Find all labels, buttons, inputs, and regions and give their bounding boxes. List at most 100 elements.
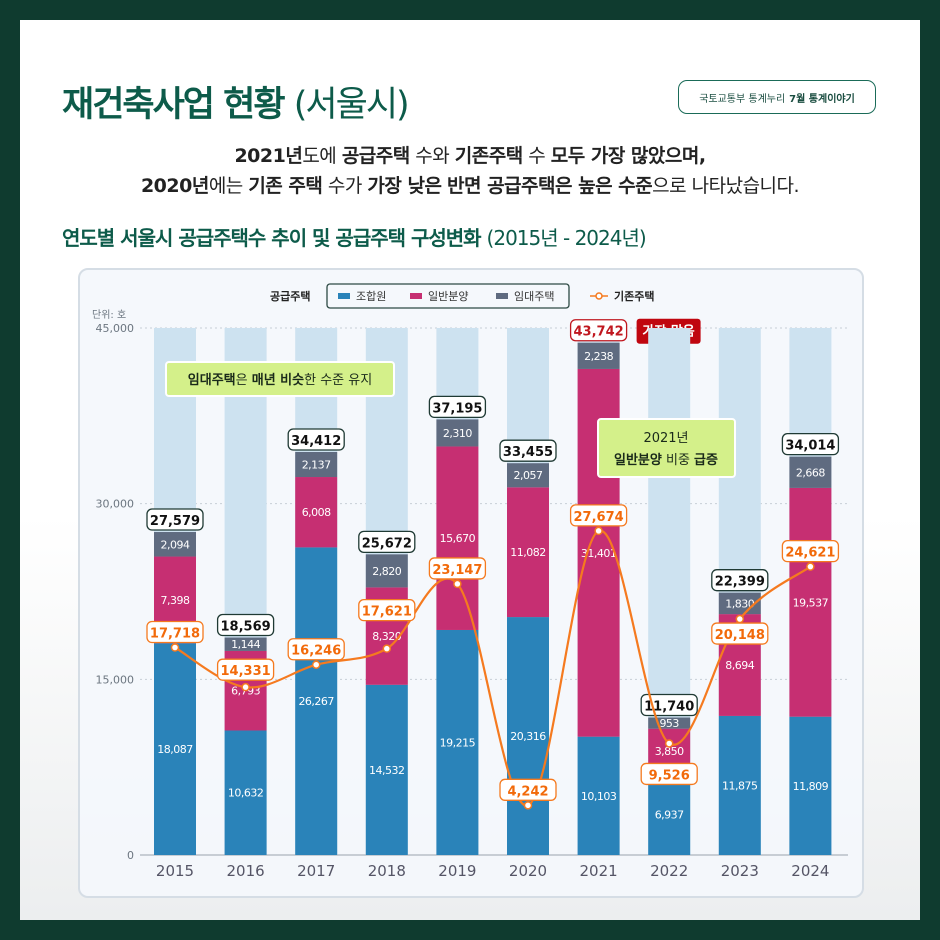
legend-swatch [410,293,422,299]
bar-value-label: 10,632 [228,787,264,800]
bar-value-label: 2,094 [161,538,190,551]
line-value-label: 17,621 [362,605,412,620]
legend-marker [595,292,603,300]
note-2021 [597,418,736,478]
bar-value-label: 26,267 [298,695,334,708]
total-label-box [146,508,204,531]
bar-value-label: 2,057 [514,469,543,482]
line-value-label: 14,331 [221,664,271,679]
line-point [241,682,250,692]
legend-label: 일반분양 [428,289,468,303]
y-tick-label: 45,000 [96,322,135,335]
total-label-box [569,319,628,342]
bar-value-label: 18,087 [157,743,193,756]
bar-value-label: 2,137 [302,459,331,472]
total-label-box [781,433,840,456]
x-tick-label: 2021 [580,862,618,880]
total-label-box [216,613,275,637]
x-tick-label: 2017 [297,862,335,880]
bar-value-label: 2,310 [443,427,472,440]
bar-일반분양 [295,477,338,548]
bar-value-label: 7,398 [161,594,190,607]
x-tick-label: 2015 [156,862,194,880]
bar-value-label: 20,316 [510,730,546,743]
bar-일반분양 [507,487,549,618]
line-point [311,660,321,669]
bar-value-label: 11,809 [793,780,829,793]
unit-label: 단위: 호 [92,308,126,321]
line-value-label: 20,148 [715,628,765,643]
legend-label: 기존주택 [614,289,654,303]
line-value-label: 23,147 [432,563,482,578]
note-rental-text: 임대주택은 매년 비슷한 수준 유지 [188,372,372,388]
x-tick-label: 2022 [650,862,688,880]
line-point [170,643,180,652]
x-tick-label: 2023 [721,862,759,880]
legend-label: 임대주택 [514,290,554,303]
legend-label: 조합원 [356,290,386,303]
bar-value-label: 10,103 [581,790,617,803]
bar-조합원 [436,629,479,855]
total-label: 22,399 [715,575,765,590]
bar-value-label: 11,875 [722,779,758,792]
bar-조합원 [154,643,196,855]
line-label-box [146,620,204,644]
total-label: 18,569 [221,620,271,635]
x-tick-label: 2024 [791,862,829,880]
line-value-label: 16,246 [291,644,341,659]
bar-value-label: 19,215 [440,736,476,749]
total-label: 11,740 [644,700,694,715]
bar-value-label: 15,670 [440,532,476,545]
line-point [806,562,815,571]
line-value-label: 4,242 [507,784,548,799]
total-label: 43,742 [574,325,624,340]
total-label: 25,672 [362,536,412,551]
bar-조합원 [648,773,691,855]
legend-swatch [496,293,508,299]
total-label: 27,579 [150,514,200,529]
line-label-box [781,540,840,563]
bar-value-label: 3,850 [655,745,684,758]
bar-value-label: 8,694 [725,659,754,672]
legend-box [326,283,570,309]
x-tick-label: 2020 [509,862,547,880]
source-badge: 국토교통부 통계누리 7월 통계이야기 [678,80,876,114]
bar-조합원 [224,730,267,855]
total-label-box [287,428,345,451]
chart-title: 연도별 서울시 공급주택수 추이 및 공급주택 구성변화 (2015년 - 20… [62,226,647,250]
bar-value-label: 19,537 [793,596,829,609]
bar-조합원 [507,617,549,855]
total-label-box [640,693,698,717]
line-value-label: 24,621 [785,546,835,561]
line-label-box [499,778,557,801]
x-tick-label: 2016 [227,862,265,880]
bar-조합원 [577,736,620,855]
bar-value-label: 2,668 [796,466,825,479]
bar-value-label: 6,937 [655,808,684,821]
total-label-box [428,395,487,419]
total-label-box [711,569,769,592]
summary-line-1: 2021년도에 공급주택 수와 기존주택 수 모두 가장 많았으며, [234,145,706,167]
bar-value-label: 2,238 [584,350,613,363]
bar-value-label: 1,144 [231,638,260,651]
total-label: 34,014 [785,439,835,454]
note-rental [165,361,395,397]
bar-일반분양 [436,446,479,630]
line-label-box [711,622,769,645]
bar-value-label: 6,008 [302,506,331,519]
bar-value-label: 2,820 [372,565,401,578]
bar-value-label: 1,830 [725,597,754,610]
x-tick-label: 2019 [438,862,476,880]
bar-조합원 [365,684,408,855]
y-tick-label: 15,000 [96,673,135,686]
line-point [594,526,603,536]
line-label-box [569,504,628,527]
total-label: 34,412 [291,434,341,449]
total-label-box [358,530,416,554]
line-label-box [216,658,275,681]
total-label: 33,455 [503,445,553,460]
bar-임대주택 [365,554,408,588]
bar-value-label: 31,401 [581,547,617,560]
total-label: 37,195 [432,401,482,416]
